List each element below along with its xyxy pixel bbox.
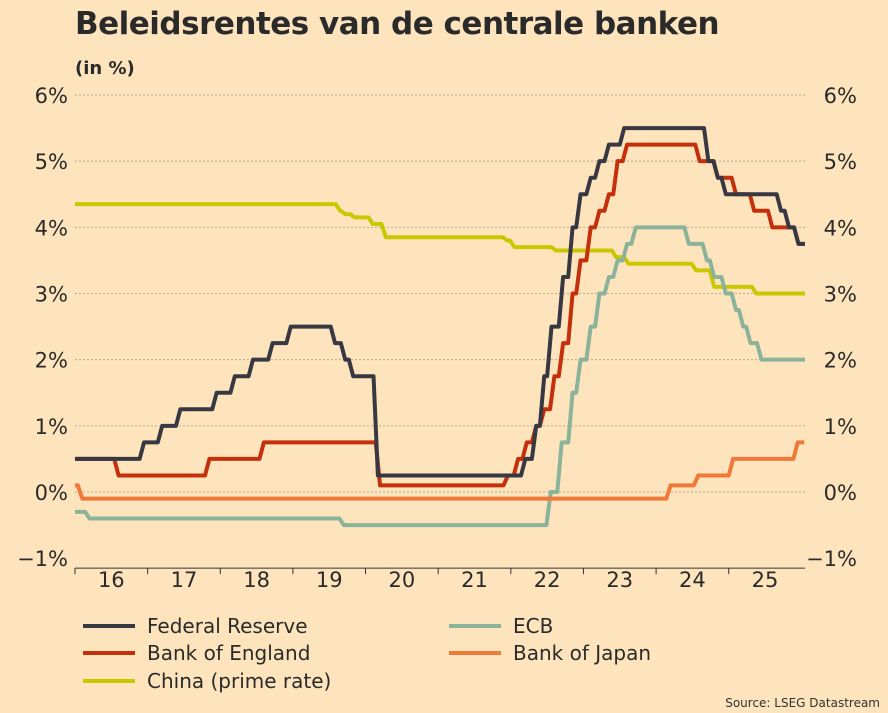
y-tick-label-left: 3% — [35, 283, 68, 307]
x-tick-label: 25 — [752, 568, 779, 592]
legend-item-boe: Bank of England — [83, 641, 310, 665]
y-tick-label-right: 0% — [824, 481, 857, 505]
y-tick-label-left: −1% — [17, 547, 68, 571]
y-tick-label-right: 3% — [824, 283, 857, 307]
legend-item-china: China (prime rate) — [83, 669, 331, 693]
y-tick-label-left: 2% — [35, 349, 68, 373]
y-tick-label-left: 5% — [35, 150, 68, 174]
source-note: Source: LSEG Datastream — [725, 696, 880, 710]
legend-item-fed: Federal Reserve — [83, 614, 308, 638]
legend-item-boj: Bank of Japan — [449, 641, 651, 665]
legend-label: Bank of England — [147, 641, 311, 665]
unit-label: (in %) — [75, 58, 135, 79]
x-tick-label: 21 — [461, 568, 488, 592]
legend-label: China (prime rate) — [147, 669, 332, 693]
legend-label: Bank of Japan — [513, 641, 652, 665]
y-tick-label-right: 5% — [824, 150, 857, 174]
legend-label: Federal Reserve — [147, 614, 308, 638]
y-tick-label-left: 4% — [35, 216, 68, 240]
x-tick-label: 18 — [243, 568, 270, 592]
series-line-ecb — [75, 225, 805, 528]
y-tick-label-right: 2% — [824, 349, 857, 373]
x-tick-label: 24 — [679, 568, 706, 592]
x-tick-label: 17 — [171, 568, 198, 592]
y-tick-label-left: 1% — [35, 415, 68, 439]
legend-label: ECB — [513, 614, 554, 638]
legend-swatch — [449, 651, 501, 655]
series-line-bank-of-japan — [75, 440, 805, 501]
x-tick-label: 16 — [98, 568, 125, 592]
legend-swatch — [83, 624, 135, 628]
y-tick-label-right: 1% — [824, 415, 857, 439]
y-tick-label-left: 0% — [35, 481, 68, 505]
y-tick-label-right: 6% — [824, 84, 857, 108]
legend-swatch — [449, 624, 501, 628]
series-line-bank-of-england — [75, 142, 805, 488]
x-tick-label: 19 — [316, 568, 343, 592]
chart-title: Beleidsrentes van de centrale banken — [75, 6, 720, 42]
series-line-federal-reserve — [75, 126, 805, 478]
y-tick-label-right: −1% — [806, 547, 857, 571]
series-line-china-prime-rate — [75, 202, 805, 296]
y-tick-label-left: 6% — [35, 84, 68, 108]
legend-swatch — [83, 679, 135, 683]
y-tick-label-right: 4% — [824, 216, 857, 240]
legend-swatch — [83, 651, 135, 655]
legend-item-ecb: ECB — [449, 614, 553, 638]
x-tick-label: 23 — [606, 568, 633, 592]
x-tick-label: 22 — [534, 568, 561, 592]
x-tick-label: 20 — [388, 568, 415, 592]
